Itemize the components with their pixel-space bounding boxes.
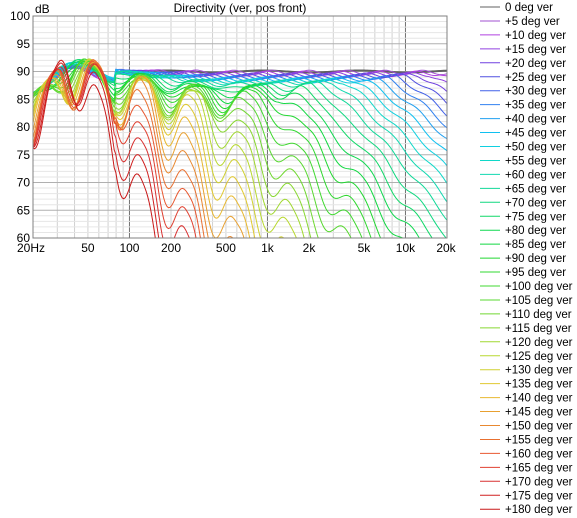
x-tick-label: 500: [216, 241, 236, 255]
legend-entry: +160 deg ver: [505, 448, 573, 460]
series-line: [33, 59, 156, 238]
legend-entry: +60 deg ver: [505, 169, 566, 181]
legend-entry: +110 deg ver: [505, 309, 572, 321]
legend: 0 deg ver +5 deg ver +10 deg ver +15 deg ve…: [480, 2, 573, 516]
legend-entry: +15 deg ver: [505, 44, 566, 56]
legend-entry: +150 deg ver: [505, 421, 573, 433]
series-line: [33, 61, 256, 238]
series-line: [33, 59, 285, 238]
y-tick-label: 60: [17, 231, 31, 245]
legend-entry: +35 deg ver: [505, 100, 566, 112]
legend-entry: +85 deg ver: [505, 239, 566, 251]
y-tick-label: 95: [17, 37, 31, 51]
legend-entry: +135 deg ver: [505, 379, 573, 391]
legend-entry: +55 deg ver: [505, 155, 566, 167]
legend-entry: +180 deg ver: [505, 504, 573, 516]
x-tick-label: 100: [119, 241, 139, 255]
plot-frame: [32, 15, 448, 239]
series-line: [33, 60, 352, 238]
x-tick-label: 1k: [261, 241, 275, 255]
legend-entry: +30 deg ver: [505, 86, 566, 98]
legend-entry: +130 deg ver: [505, 365, 573, 377]
series-line: [33, 63, 190, 238]
legend-entry: +115 deg ver: [505, 323, 572, 335]
legend-entry: +80 deg ver: [505, 225, 566, 237]
y-tick-label: 90: [17, 65, 31, 79]
legend-entry: +140 deg ver: [505, 393, 573, 405]
series-curves: [33, 58, 447, 238]
legend-entry: +145 deg ver: [505, 407, 573, 419]
y-tick-label: 70: [17, 176, 31, 190]
series-line: [33, 62, 197, 238]
legend-entry: +105 deg ver: [505, 295, 573, 307]
series-line: [33, 62, 160, 238]
legend-entry: +100 deg ver: [505, 281, 573, 293]
x-tick-label: 5k: [358, 241, 372, 255]
legend-entry: +70 deg ver: [505, 197, 566, 209]
axis-ticks: 60 65 70 75 80 85 90 95 100 20Hz 50 100 200 500 1k 2k 5k…: [10, 9, 457, 255]
legend-entry: 0 deg ver: [505, 2, 553, 14]
series-line: [33, 58, 363, 238]
chart-title: Directivity (ver, pos front): [174, 1, 307, 15]
legend-entry: +20 deg ver: [505, 58, 566, 70]
legend-entry: +5 deg ver: [505, 16, 560, 28]
legend-entry: +90 deg ver: [505, 253, 566, 265]
legend-entry: +65 deg ver: [505, 183, 566, 195]
y-tick-label: 75: [17, 148, 31, 162]
legend-entry: +40 deg ver: [505, 114, 566, 126]
legend-entry: +170 deg ver: [505, 476, 573, 488]
x-tick-label: 20Hz: [17, 241, 45, 255]
legend-entry: +125 deg ver: [505, 351, 573, 363]
x-tick-label: 20k: [436, 241, 456, 255]
y-axis-label: dB: [35, 2, 50, 16]
y-tick-label: 100: [10, 9, 30, 23]
legend-entry: +120 deg ver: [505, 337, 573, 349]
x-tick-label: 50: [81, 241, 95, 255]
x-tick-label: 10k: [396, 241, 416, 255]
x-tick-label: 2k: [303, 241, 317, 255]
legend-entry: +165 deg ver: [505, 462, 573, 474]
legend-entry: +155 deg ver: [505, 434, 573, 446]
y-tick-label: 85: [17, 92, 31, 106]
y-tick-label: 65: [17, 203, 31, 217]
legend-entry: +50 deg ver: [505, 142, 566, 154]
legend-entry: +175 deg ver: [505, 490, 573, 502]
legend-entry: +95 deg ver: [505, 267, 566, 279]
legend-entry: +10 deg ver: [505, 30, 566, 42]
grid-lines: [33, 16, 447, 238]
legend-entry: +45 deg ver: [505, 128, 566, 140]
legend-entry: +25 deg ver: [505, 72, 566, 84]
x-tick-label: 200: [161, 241, 181, 255]
legend-entry: +75 deg ver: [505, 211, 566, 223]
y-tick-label: 80: [17, 120, 31, 134]
